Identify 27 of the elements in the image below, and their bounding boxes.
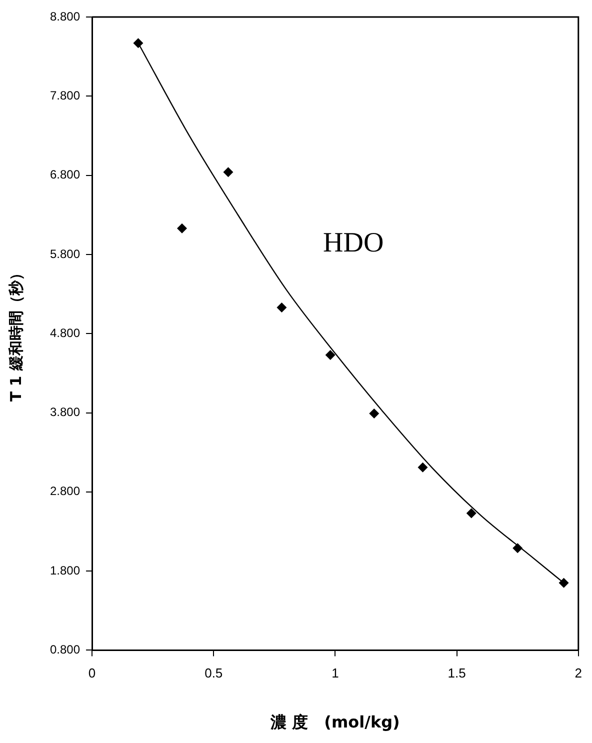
x-tick-label: 2: [574, 666, 582, 681]
point: [466, 508, 476, 518]
x-axis-title: 濃 度 (mol/kg): [270, 712, 400, 732]
point: [133, 38, 144, 48]
point: [369, 408, 380, 419]
y-axis-title: T 1 緩和時間（秒）: [6, 266, 25, 402]
x-tick-label: 1.5: [448, 666, 466, 681]
point: [223, 167, 234, 178]
point: [177, 223, 188, 234]
point: [418, 462, 428, 472]
y-tick-label: 5.800: [50, 246, 80, 261]
y-tick-label: 3.800: [50, 405, 80, 420]
point: [276, 302, 287, 312]
x-tick-label: 0: [88, 666, 96, 681]
annotation: HDO: [323, 227, 384, 258]
y-tick-label: 7.800: [50, 88, 80, 102]
x-tick-label: 0.5: [204, 666, 223, 681]
y-tick-label: 1.800: [50, 563, 80, 578]
point: [558, 578, 569, 588]
y-tick-label: 6.800: [50, 168, 80, 182]
x-tick-label: 1: [332, 666, 339, 681]
y-tick-label: 8.800: [50, 9, 80, 24]
y-tick-label: 4.800: [50, 326, 80, 340]
y-tick-label: 2.800: [50, 484, 80, 498]
point: [512, 543, 523, 554]
y-tick-label: 0.800: [50, 642, 80, 657]
point: [325, 350, 336, 360]
